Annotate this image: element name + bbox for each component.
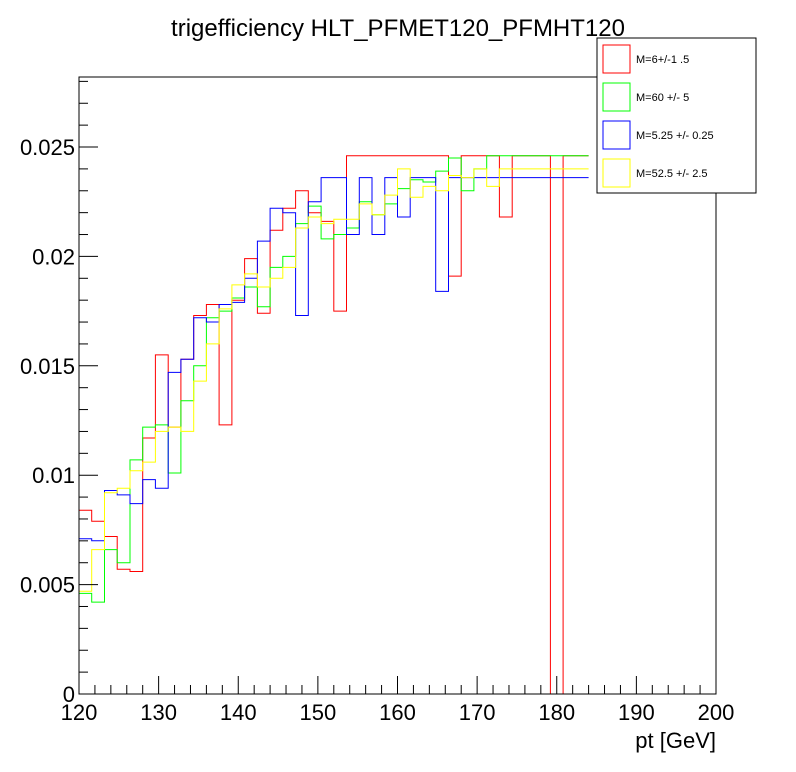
x-tick-label: 170 [459,700,496,725]
legend-label: M=6+/-1 .5 [636,54,689,66]
legend-label: M=5.25 +/- 0.25 [636,130,714,142]
x-tick-label: 150 [300,700,337,725]
x-tick-label: 200 [698,700,735,725]
y-tick-label: 0.025 [20,135,75,160]
y-tick-label: 0.02 [32,244,75,269]
legend-label: M=52.5 +/- 2.5 [636,168,708,180]
y-tick-label: 0 [63,682,75,707]
legend-swatch [602,44,631,74]
legend: M=6+/-1 .5 M=60 +/- 5 M=5.25 +/- 0.25 M=52.… [596,37,757,194]
x-tick-label: 120 [61,700,98,725]
legend-box [596,37,757,194]
x-tick-label: 160 [379,700,416,725]
legend-swatch [602,158,631,188]
x-tick-label: 180 [538,700,575,725]
plot-area [79,155,589,695]
y-tick-label: 0.005 [20,573,75,598]
chart-title: trigefficiency HLT_PFMET120_PFMHT120 [171,15,625,42]
legend-swatch [602,82,631,112]
series-line-4 [79,168,589,592]
x-axis-label: pt [GeV] [635,728,716,753]
legend-swatch [602,120,631,150]
legend-label: M=60 +/- 5 [636,92,689,104]
axes: 120 130 140 150 160 170 180 190 200 0 0.005 0.01 0.0… [20,80,735,725]
x-tick-label: 130 [140,700,177,725]
x-tick-label: 190 [618,700,655,725]
y-tick-label: 0.01 [32,463,75,488]
x-tick-label: 140 [220,700,257,725]
y-tick-label: 0.015 [20,354,75,379]
